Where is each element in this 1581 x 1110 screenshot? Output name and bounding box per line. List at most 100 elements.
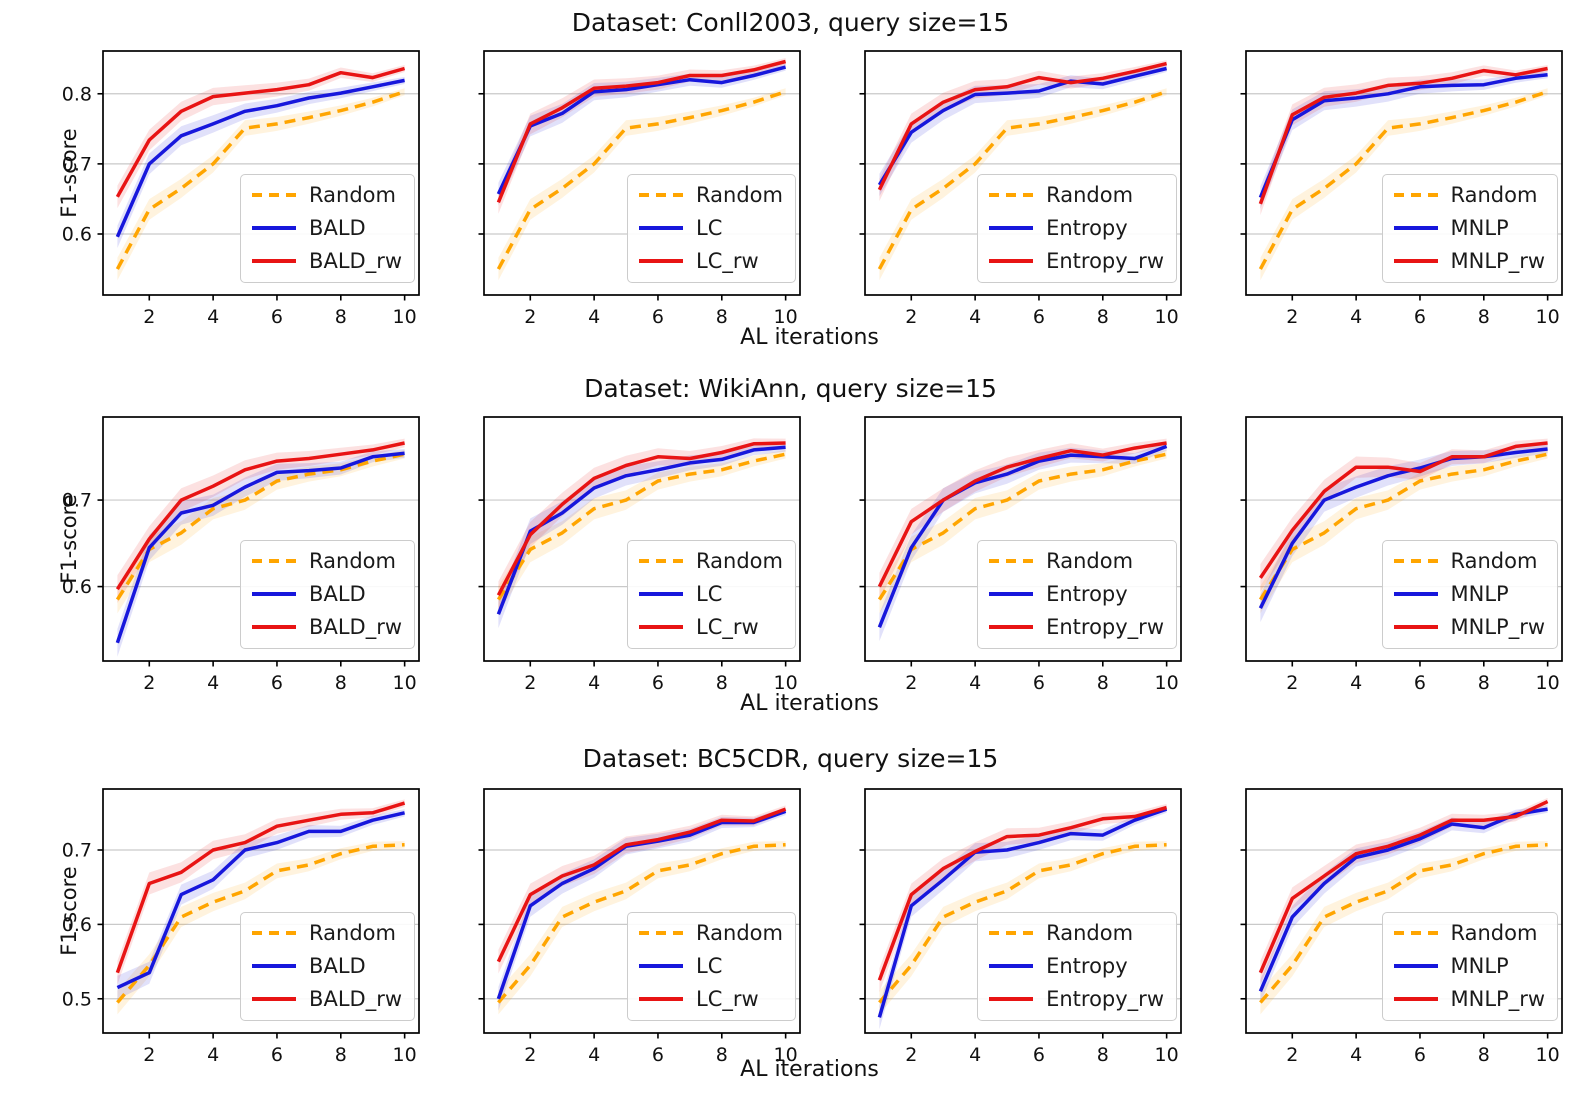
- x-tick-label: 10: [1155, 306, 1179, 328]
- legend-label: Random: [1046, 920, 1134, 945]
- legend-label: LC: [696, 215, 723, 240]
- series-BALD: [115, 451, 405, 644]
- series-Entropy: [877, 807, 1168, 1018]
- x-tick-label: 4: [969, 1044, 981, 1066]
- legend: Random MNLP MNLP_rw: [1381, 173, 1558, 283]
- series-LC: [496, 65, 787, 195]
- legend-label: Random: [696, 920, 783, 945]
- confidence-band: [117, 449, 405, 657]
- legend-entry: Entropy: [989, 953, 1164, 978]
- series-Entropy: [877, 444, 1168, 628]
- confidence-band: [1260, 444, 1548, 623]
- series-Random: [1259, 843, 1548, 1004]
- row-title-bc5cdr: Dataset: BC5CDR, query size=15: [582, 744, 999, 773]
- legend-label: BALD_rw: [309, 986, 402, 1011]
- plot-border: [864, 416, 1182, 662]
- legend-entry: LC_rw: [639, 614, 783, 639]
- x-tick-label: 6: [1414, 306, 1426, 328]
- legend-label: Random: [696, 182, 783, 207]
- series-MNLP_rw: [1258, 66, 1548, 205]
- confidence-band: [117, 65, 405, 209]
- plot-border: [1245, 50, 1563, 296]
- legend-dashed-line-sample: [639, 193, 684, 198]
- confidence-band: [498, 443, 786, 629]
- series-Random: [496, 90, 787, 270]
- x-tick-label: 2: [143, 306, 155, 328]
- chart-conll2003-entropy: 2 4 6 8 10 Random Entropy Entropy_rw: [810, 47, 1186, 347]
- series-LC_rw: [496, 59, 787, 204]
- x-tick-label: 2: [905, 1044, 917, 1066]
- x-tick-label: 2: [524, 672, 536, 694]
- x-tick-label: 2: [1286, 306, 1298, 328]
- x-tick-label: 10: [393, 1044, 417, 1066]
- confidence-band: [1260, 438, 1548, 592]
- x-tick-label: 10: [1536, 1044, 1560, 1066]
- x-tick-label: 6: [271, 672, 283, 694]
- legend-entry: Entropy_rw: [989, 987, 1164, 1011]
- legend-label: Random: [309, 182, 396, 207]
- series-Random: [878, 843, 1167, 1004]
- x-tick-label: 4: [969, 672, 981, 694]
- x-tick-label: 4: [969, 306, 981, 328]
- series-Random: [497, 843, 786, 1004]
- chart-conll2003-lc: 2 4 6 8 10 Random LC LC_rw: [429, 47, 805, 347]
- confidence-band: [498, 63, 786, 206]
- legend-entry: Random: [252, 182, 402, 207]
- x-tick-label: 6: [652, 672, 664, 694]
- legend-label: Random: [1046, 182, 1134, 207]
- chart-conll2003-bald: 0.6 0.7 0.8 2 4 6 8 10 Random BALD BALD_rw: [48, 47, 424, 347]
- x-tick-label: 8: [1478, 1044, 1490, 1066]
- plot-border: [1245, 788, 1563, 1034]
- series-LC: [496, 445, 786, 615]
- legend-label: MNLP_rw: [1450, 248, 1546, 273]
- confidence-band: [879, 449, 1167, 614]
- legend-entry: BALD_rw: [252, 614, 402, 639]
- legend-entry: MNLP: [1393, 581, 1546, 606]
- legend-line-sample: [1393, 259, 1438, 264]
- series-MNLP_rw: [1258, 441, 1548, 579]
- series-MNLP: [1258, 807, 1548, 992]
- y-tick-label: 0.7: [62, 153, 92, 175]
- legend-entry: LC_rw: [639, 249, 783, 273]
- legend-label: Random: [309, 920, 396, 945]
- y-tick-label: 0.7: [62, 490, 92, 512]
- legend-label: Entropy_rw: [1046, 614, 1164, 639]
- legend-label: LC_rw: [696, 614, 759, 639]
- legend-label: BALD_rw: [309, 614, 402, 639]
- x-tick-label: 4: [1350, 672, 1362, 694]
- legend-label: Entropy: [1046, 953, 1128, 978]
- x-tick-label: 2: [905, 306, 917, 328]
- legend-entry: Random: [639, 549, 783, 573]
- chart-wikiann-lc: 2 4 6 8 10 Random LC LC_rw: [429, 413, 805, 713]
- series-BALD_rw: [115, 66, 406, 198]
- legend-line-sample: [639, 226, 684, 231]
- x-tick-label: 6: [1414, 1044, 1426, 1066]
- y-tick-label: 0.6: [62, 224, 92, 246]
- legend-line-sample: [639, 997, 684, 1002]
- legend-label: MNLP: [1450, 581, 1509, 606]
- confidence-band: [117, 88, 405, 281]
- chart-wikiann-mnlp: 2 4 6 8 10 Random MNLP MNLP_rw: [1191, 413, 1567, 713]
- legend-entry: Random: [989, 920, 1164, 945]
- legend: Random LC LC_rw: [627, 539, 796, 649]
- confidence-band: [1260, 88, 1548, 281]
- legend: Random Entropy Entropy_rw: [977, 539, 1177, 649]
- y-tick-label: 0.5: [62, 988, 92, 1010]
- legend-entry: Random: [1393, 183, 1546, 207]
- plot-border: [102, 50, 420, 296]
- x-tick-label: 8: [1097, 672, 1109, 694]
- confidence-band: [1260, 71, 1548, 209]
- series-Random: [877, 452, 1167, 601]
- legend-entry: Random: [1393, 549, 1546, 573]
- legend-entry: Random: [1393, 920, 1546, 945]
- legend-label: Random: [1450, 920, 1538, 945]
- y-tick-label: 0.6: [62, 576, 92, 598]
- legend-dashed-line-sample: [252, 931, 297, 936]
- legend-dashed-line-sample: [252, 559, 297, 564]
- legend-dashed-line-sample: [989, 559, 1034, 564]
- confidence-band: [498, 58, 786, 214]
- legend-entry: Entropy: [989, 216, 1164, 240]
- legend-line-sample: [989, 964, 1034, 969]
- legend-dashed-line-sample: [1393, 193, 1438, 198]
- confidence-band: [879, 803, 1167, 993]
